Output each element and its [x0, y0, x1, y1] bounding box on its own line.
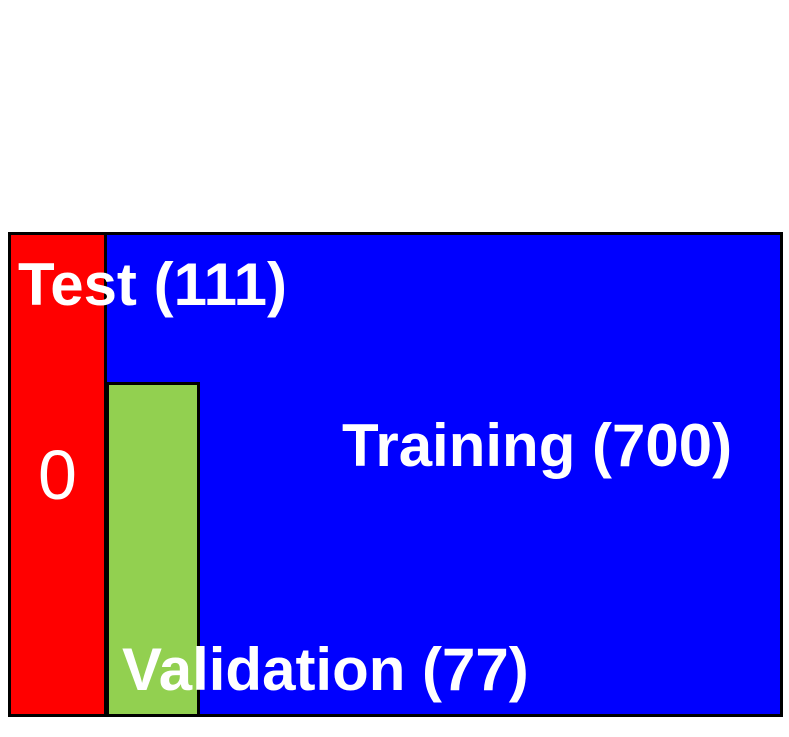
fold-index-label: 0: [38, 436, 77, 514]
validation-label: Validation (77): [122, 636, 529, 703]
test-block: [8, 232, 107, 717]
validation-block: [106, 382, 200, 717]
test-label: Test (111): [18, 251, 288, 318]
training-label: Training (700): [342, 412, 733, 479]
